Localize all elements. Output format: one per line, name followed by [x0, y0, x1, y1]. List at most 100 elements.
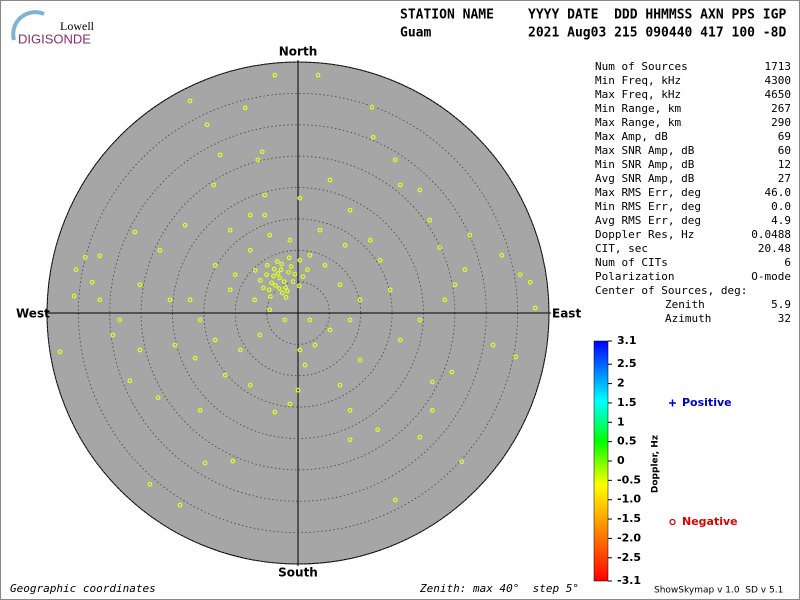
source-point — [286, 269, 291, 275]
source-point — [252, 297, 258, 303]
source-point — [369, 104, 375, 110]
source-point — [462, 267, 468, 273]
source-point — [212, 262, 218, 268]
source-point — [264, 262, 270, 268]
source-point — [117, 317, 123, 323]
source-point — [347, 407, 353, 413]
source-point — [499, 252, 505, 258]
source-point — [230, 458, 236, 464]
source-point — [397, 182, 403, 188]
stat-label: Avg SNR Amp, dB — [595, 172, 695, 185]
source-point — [297, 347, 303, 353]
stat-value: 69 — [778, 130, 791, 143]
logo-bottom: DIGISONDE — [18, 31, 91, 46]
source-point — [370, 134, 376, 140]
stat-value: 4300 — [765, 74, 792, 87]
source-point — [267, 294, 273, 300]
colorbar-tick-label: 1 — [617, 415, 625, 428]
source-point — [276, 286, 282, 291]
source-point — [449, 369, 455, 375]
source-point — [272, 72, 278, 78]
source-point — [305, 267, 310, 273]
source-point — [283, 284, 288, 290]
source-point — [97, 253, 103, 259]
source-point — [322, 262, 328, 268]
source-point — [397, 337, 403, 343]
source-point — [227, 287, 233, 293]
source-point — [417, 317, 423, 323]
source-point — [110, 332, 116, 338]
source-point — [277, 275, 283, 281]
stat-label: CIT, sec — [595, 242, 648, 255]
source-point — [296, 283, 302, 289]
source-point — [267, 307, 273, 313]
source-point — [281, 279, 287, 285]
source-point — [155, 395, 161, 401]
source-point — [275, 271, 281, 276]
colorbar-tick-label: 2 — [617, 377, 625, 390]
colorbar-tick-label: 0.5 — [617, 435, 637, 448]
stat-label: Num of Sources — [595, 60, 688, 73]
source-point — [222, 372, 228, 378]
source-point — [297, 257, 303, 263]
source-point — [237, 347, 243, 353]
source-point — [252, 267, 258, 273]
skymap: North South West East — [16, 45, 581, 580]
source-point — [187, 98, 193, 104]
header-value: 2021 Aug03 215 090440 417 100 -8D — [528, 26, 786, 41]
source-point — [437, 245, 443, 251]
stat-value: 267 — [771, 102, 791, 115]
source-point — [147, 481, 153, 487]
stat-label: Max Range, km — [595, 116, 681, 129]
direction-label: South — [278, 566, 318, 580]
footer-middle: Zenith: max 40° step 5° — [419, 582, 579, 595]
source-point — [290, 279, 296, 285]
source-point — [357, 357, 363, 363]
colorbar-tick-label: -1.0 — [617, 493, 641, 506]
source-point — [347, 207, 353, 213]
source-point — [89, 279, 95, 285]
source-point — [312, 342, 318, 348]
stat-label: Min RMS Err, deg — [595, 200, 701, 213]
source-point — [347, 437, 353, 443]
source-point — [71, 293, 77, 299]
source-point — [297, 195, 303, 201]
source-point — [429, 379, 435, 385]
stat-value: 46.0 — [765, 186, 792, 199]
source-point — [202, 460, 208, 466]
source-point — [137, 347, 143, 353]
source-point — [300, 274, 306, 280]
colorbar — [593, 340, 609, 582]
source-point — [266, 287, 272, 293]
source-point — [532, 305, 538, 311]
source-point — [327, 327, 333, 333]
source-point — [217, 152, 223, 158]
stat-value: 6 — [784, 256, 791, 269]
source-point — [387, 287, 393, 293]
stat-value: 60 — [778, 144, 791, 157]
stat-value: 4.9 — [771, 214, 791, 227]
source-point — [257, 332, 263, 338]
source-point — [357, 297, 363, 303]
source-point — [269, 280, 275, 286]
source-point — [513, 354, 519, 360]
header-value: Guam — [400, 26, 431, 41]
direction-label: East — [552, 307, 581, 321]
stat-value: O-mode — [751, 270, 791, 283]
source-point — [288, 264, 294, 269]
stat-value: 290 — [771, 116, 791, 129]
source-point — [247, 212, 253, 218]
source-point — [57, 349, 63, 355]
source-point — [274, 259, 280, 264]
source-point — [73, 267, 79, 273]
source-point — [271, 273, 276, 279]
logo-top: Lowell — [60, 19, 95, 33]
stat-label: Max Freq, kHz — [595, 88, 681, 101]
direction-label: North — [279, 45, 317, 59]
stat-label: Min SNR Amp, dB — [595, 158, 695, 171]
source-point — [177, 502, 183, 508]
source-point — [282, 317, 288, 323]
stat-label: Polarization — [595, 270, 674, 283]
source-point — [137, 282, 143, 288]
